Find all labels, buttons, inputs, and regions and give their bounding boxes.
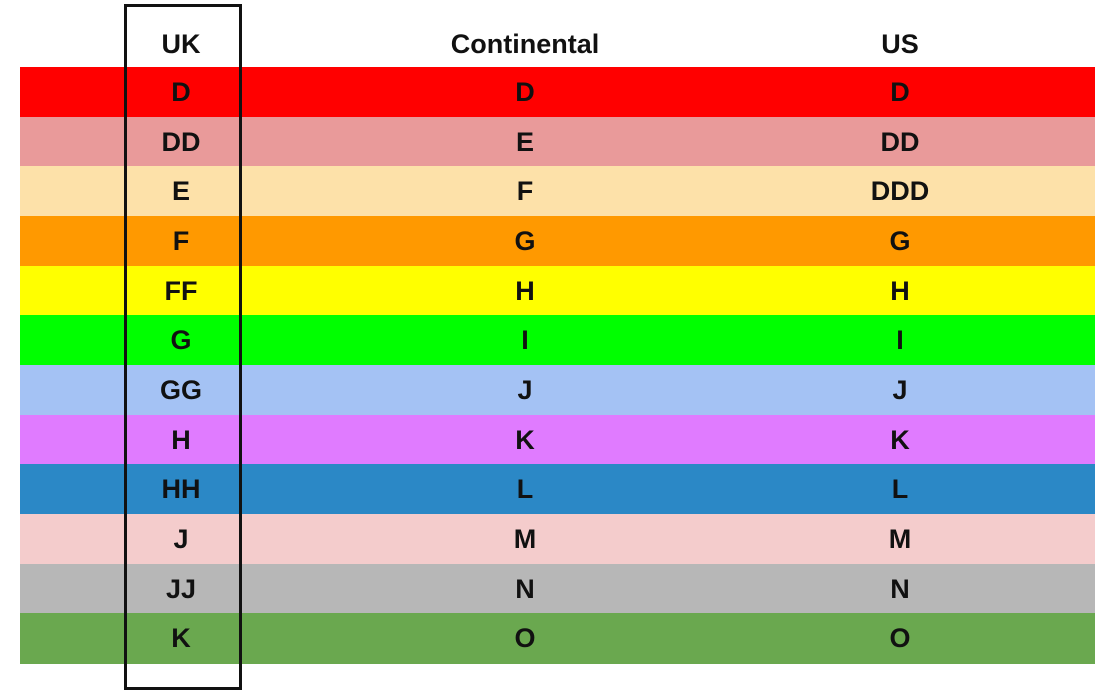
table-cell: L xyxy=(516,474,534,505)
table-cell: H xyxy=(515,275,535,306)
table-cell: J xyxy=(173,523,189,554)
table-row xyxy=(20,464,1095,515)
table-cell: D xyxy=(515,76,535,107)
table-cell: J xyxy=(892,374,908,405)
table-row xyxy=(20,514,1095,565)
table-cell: JJ xyxy=(165,573,197,604)
table-cell: G xyxy=(514,225,536,256)
table-row xyxy=(20,613,1095,664)
table-row xyxy=(20,315,1095,366)
table-cell: K xyxy=(515,424,535,455)
table-cell: H xyxy=(171,424,191,455)
table-cell: I xyxy=(521,325,529,356)
table-cell: H xyxy=(890,275,910,306)
column-header: Continental xyxy=(450,29,600,59)
table-row xyxy=(20,414,1095,465)
table-cell: DDD xyxy=(870,176,930,207)
table-cell: I xyxy=(896,325,904,356)
table-cell: N xyxy=(515,573,535,604)
table-cell: E xyxy=(171,176,190,207)
table-row xyxy=(20,265,1095,316)
table-cell: L xyxy=(891,474,909,505)
uk-column-highlight xyxy=(124,4,242,690)
column-header: UK xyxy=(161,29,201,59)
table-cell: M xyxy=(513,523,537,554)
table-row xyxy=(20,67,1095,118)
table-cell: G xyxy=(889,225,911,256)
table-cell: D xyxy=(171,76,191,107)
table-row xyxy=(20,563,1095,614)
table-row xyxy=(20,116,1095,167)
table-cell: FF xyxy=(164,275,198,306)
table-cell: DD xyxy=(880,126,920,157)
table-cell: K xyxy=(171,623,191,654)
table-cell: G xyxy=(170,325,192,356)
table-cell: K xyxy=(890,424,910,455)
table-cell: F xyxy=(172,225,190,256)
table-cell: DD xyxy=(161,126,201,157)
table-cell: J xyxy=(517,374,533,405)
table-cell: D xyxy=(890,76,910,107)
table-cell: N xyxy=(890,573,910,604)
table-cell: GG xyxy=(159,374,202,405)
table-cell: E xyxy=(515,126,534,157)
table-cell: O xyxy=(889,623,911,654)
table-cell: M xyxy=(888,523,912,554)
column-header: US xyxy=(881,29,919,59)
table-cell: O xyxy=(514,623,536,654)
table-row xyxy=(20,216,1095,267)
table-row xyxy=(20,166,1095,217)
table-row xyxy=(20,365,1095,416)
table-cell: HH xyxy=(161,474,201,505)
table-cell: F xyxy=(516,176,534,207)
